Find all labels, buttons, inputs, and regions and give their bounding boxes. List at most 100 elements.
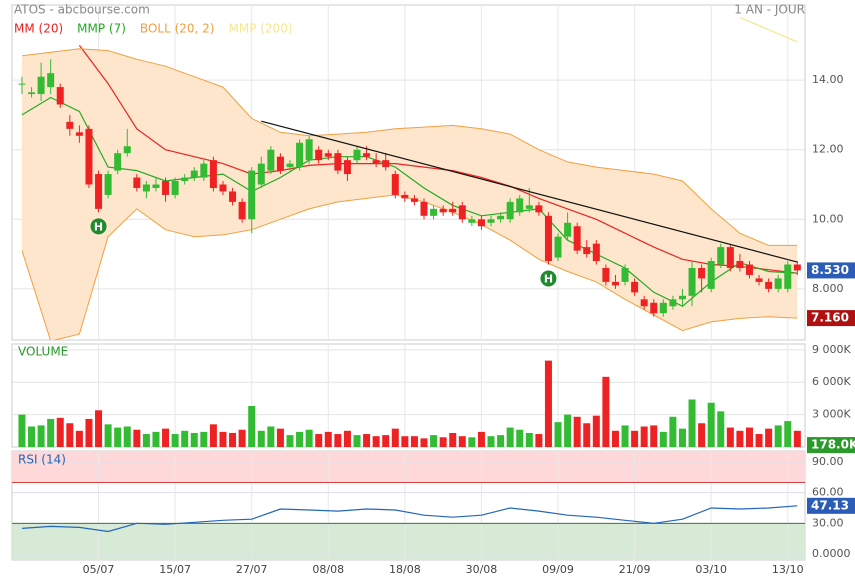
volume-bar (37, 425, 45, 447)
volume-bar (564, 414, 572, 447)
value-box (807, 262, 855, 279)
value-box-label: 47.13 (811, 498, 849, 512)
chart-title: ATOS - abcbourse.com (14, 3, 150, 17)
volume-bar (114, 427, 122, 447)
volume-bar (583, 423, 591, 447)
y-tick-label: 8.000 (812, 282, 844, 295)
y-tick-label: 6 000K (812, 375, 851, 388)
volume-bar (28, 426, 36, 447)
candle-body (659, 302, 667, 314)
volume-bar (363, 434, 371, 447)
chart-subtitle: 1 AN - JOUR (734, 3, 805, 17)
volume-bar (669, 416, 677, 447)
volume-bar (755, 434, 763, 447)
candle-body (650, 302, 658, 314)
candle-body (142, 184, 150, 192)
volume-bar (324, 431, 332, 447)
volume-bar (18, 414, 26, 447)
volume-bar (296, 431, 304, 447)
y-tick-label: 60.00 (812, 486, 844, 499)
candle-body (420, 201, 428, 216)
volume-bar (698, 423, 706, 447)
x-tick-label: 03/10 (695, 563, 727, 576)
volume-bar (219, 431, 227, 447)
candle-body (506, 201, 514, 220)
volume-bar (784, 421, 792, 447)
panel-title: RSI (14) (18, 453, 66, 467)
y-tick-label: 12.00 (812, 143, 844, 156)
candle-body (296, 142, 304, 168)
candle-body (123, 146, 131, 154)
candle-body (678, 295, 686, 300)
marker (90, 218, 107, 235)
volume-bar (765, 428, 773, 447)
value-box-label: 7.160 (811, 311, 849, 325)
volume-bar (286, 435, 294, 447)
volume-bar (171, 434, 179, 447)
bollinger-lower (21, 194, 798, 340)
volume-bar (736, 430, 744, 447)
candle-body (104, 174, 112, 195)
candle-body (75, 132, 83, 136)
candle-body (334, 153, 342, 171)
candle-body (229, 191, 237, 202)
candle-body (324, 153, 332, 157)
candle-body (85, 128, 93, 185)
panel-title: VOLUME (18, 345, 68, 359)
volume-bar (66, 423, 74, 447)
volume-bar (621, 425, 629, 447)
candle-body (573, 226, 581, 251)
y-tick-label: 9 000K (812, 343, 851, 356)
volume-bar (430, 435, 438, 447)
volume-bar (506, 427, 514, 447)
y-tick-label: 3 000K (812, 408, 851, 421)
candle-body (209, 160, 217, 188)
candle-body (401, 194, 409, 199)
candle-body (363, 153, 371, 157)
volume-bar (793, 430, 801, 447)
volume-bar (439, 437, 447, 447)
volume-bar (391, 428, 399, 447)
volume-bar (410, 436, 418, 447)
x-tick-label: 30/08 (466, 563, 498, 576)
y-tick-label: 30.00 (812, 516, 844, 529)
volume-bar (726, 427, 734, 447)
candle-body (688, 267, 696, 296)
candle-body (592, 243, 600, 262)
value-box (807, 497, 855, 514)
value-box (807, 437, 855, 454)
candle-body (171, 181, 179, 195)
candle-body (238, 201, 246, 220)
candle-body (315, 149, 323, 161)
value-box-label: 8.530 (811, 263, 849, 277)
x-tick-label: 13/10 (772, 563, 804, 576)
indicator-line (739, 16, 798, 43)
candle-body (56, 87, 64, 105)
volume-bar (497, 435, 505, 447)
volume-bar (544, 360, 552, 447)
x-tick-label: 08/08 (312, 563, 344, 576)
candle-body (286, 163, 294, 168)
x-tick-label: 09/09 (542, 563, 574, 576)
marker-label: H (544, 273, 553, 286)
candle-body (669, 299, 677, 307)
volume-bar (353, 435, 361, 447)
candle-body (219, 184, 227, 192)
bollinger-fill (21, 48, 798, 340)
volume-bar (468, 437, 476, 447)
panel (11, 343, 806, 448)
volume-bar (631, 430, 639, 447)
volume-bar (248, 405, 256, 447)
candle-body (28, 92, 36, 95)
volume-bar (334, 434, 342, 447)
candle-body (449, 208, 457, 213)
candle-body (66, 121, 74, 129)
volume-bar (190, 432, 198, 447)
volume-bar (592, 415, 600, 447)
y-tick-label: 14.00 (812, 73, 844, 86)
candle-body (497, 215, 505, 220)
candle-body (18, 83, 26, 85)
volume-bar (717, 411, 725, 447)
candle-body (765, 281, 773, 289)
